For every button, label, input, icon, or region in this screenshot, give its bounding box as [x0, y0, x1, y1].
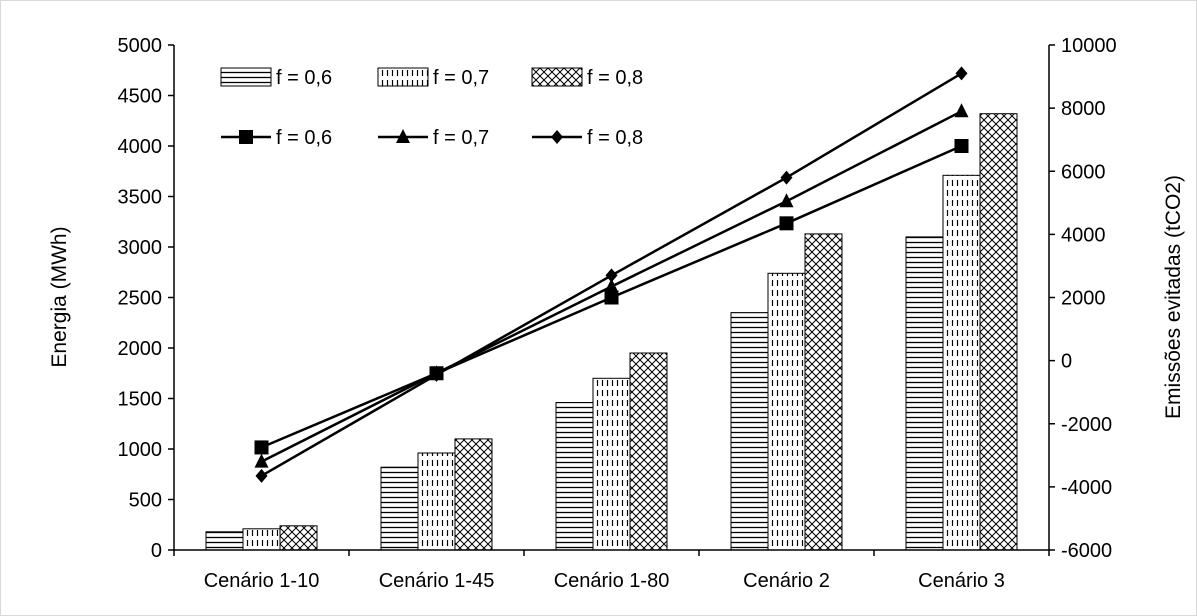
- bar-series3-4: [804, 233, 843, 551]
- bar-series1-2: [380, 466, 419, 551]
- legend-line-marker-2: [396, 129, 410, 143]
- legend-line-marker-3: [551, 130, 563, 144]
- line-series2-point-3: [604, 278, 619, 293]
- bar-series3-1: [279, 525, 318, 551]
- bar-series3-2: [454, 438, 493, 551]
- bar-series1-1: [205, 531, 244, 551]
- bar-series2-3: [592, 377, 631, 551]
- y2-tick-label-4: 2000: [1061, 288, 1106, 310]
- y2-tick-label-7: 8000: [1061, 98, 1106, 120]
- y-tick-label-9: 4500: [118, 86, 163, 108]
- line-series3-point-4: [780, 170, 793, 185]
- y-tick-label-2: 1000: [118, 439, 163, 461]
- line-series1-point-1: [254, 440, 269, 455]
- bar-series3-5: [979, 113, 1018, 551]
- y-tick-label-6: 3000: [118, 237, 163, 259]
- legend-line-label-3: f = 0,8: [587, 127, 643, 149]
- line-series1-point-5: [954, 139, 969, 153]
- y2-tick-label-8: 10000: [1061, 35, 1117, 57]
- y-axis-label: Energia (MWh): [48, 226, 71, 367]
- line-series2-point-5: [954, 103, 969, 118]
- legend-bar-label-1: f = 0,6: [276, 67, 332, 89]
- x-tick-label-3: Cenário 1-80: [554, 570, 670, 592]
- bar-series1-4: [730, 312, 769, 551]
- bar-series2-4: [767, 272, 806, 551]
- y2-tick-label-6: 6000: [1061, 161, 1106, 183]
- legend-bar-swatch-3: [531, 67, 583, 87]
- y2-tick-label-0: -6000: [1061, 540, 1112, 562]
- y-tick-label-3: 1500: [118, 389, 163, 411]
- legend-line-marker-1: [239, 130, 253, 144]
- line-series3-point-5: [955, 66, 968, 81]
- legend-bar-swatch-2: [377, 67, 429, 87]
- bar-series1-3: [555, 402, 594, 551]
- legend-bar-label-2: f = 0,7: [433, 67, 489, 89]
- line-series2-point-4: [779, 193, 794, 208]
- y2-tick-label-1: -4000: [1061, 477, 1112, 499]
- bar-series1-5: [905, 236, 944, 551]
- y2-tick-label-2: -2000: [1061, 414, 1112, 436]
- y-tick-label-1: 500: [129, 490, 162, 512]
- bar-series2-5: [942, 174, 981, 551]
- y2-tick-label-5: 4000: [1061, 224, 1106, 246]
- x-tick-label-4: Cenário 2: [743, 570, 830, 592]
- line-series1-point-4: [779, 216, 794, 231]
- axes-layer: 0 500 1000 1500 2000 2500 3000 3500 4000 4500 5000…: [118, 35, 1117, 592]
- legend-line-label-2: f = 0,7: [433, 127, 489, 149]
- y-tick-label-8: 4000: [118, 136, 163, 158]
- line-series2-point-1: [254, 453, 269, 468]
- x-tick-label-1: Cenário 1-10: [204, 570, 320, 592]
- line-series1-point-3: [604, 290, 619, 305]
- bar-series2-2: [417, 452, 456, 551]
- y2-tick-label-3: 0: [1061, 351, 1072, 373]
- legend: f = 0,6 f = 0,7 f = 0,8 f = 0,6 f = 0,7 f = 0…: [220, 67, 643, 149]
- bar-series2-1: [242, 528, 281, 551]
- line-series3-point-3: [605, 268, 618, 283]
- y-tick-label-7: 3500: [118, 187, 163, 209]
- bar-series3-3: [629, 352, 668, 551]
- line-series3-point-2: [430, 367, 443, 382]
- legend-bar-swatch-1: [220, 67, 272, 87]
- y-tick-label-4: 2000: [118, 338, 163, 360]
- legend-bar-label-3: f = 0,8: [587, 67, 643, 89]
- lines-layer: [254, 66, 969, 483]
- line-series3-point-1: [255, 468, 268, 483]
- bars-layer: [205, 113, 1018, 551]
- x-tick-label-5: Cenário 3: [918, 570, 1005, 592]
- y2-axis-label: Emissões evitadas (tCO2): [1162, 175, 1185, 419]
- y-tick-label-10: 5000: [118, 35, 163, 57]
- y-tick-label-0: 0: [151, 540, 162, 562]
- legend-line-label-1: f = 0,6: [276, 127, 332, 149]
- x-tick-label-2: Cenário 1-45: [379, 570, 495, 592]
- y-tick-label-5: 2500: [118, 288, 163, 310]
